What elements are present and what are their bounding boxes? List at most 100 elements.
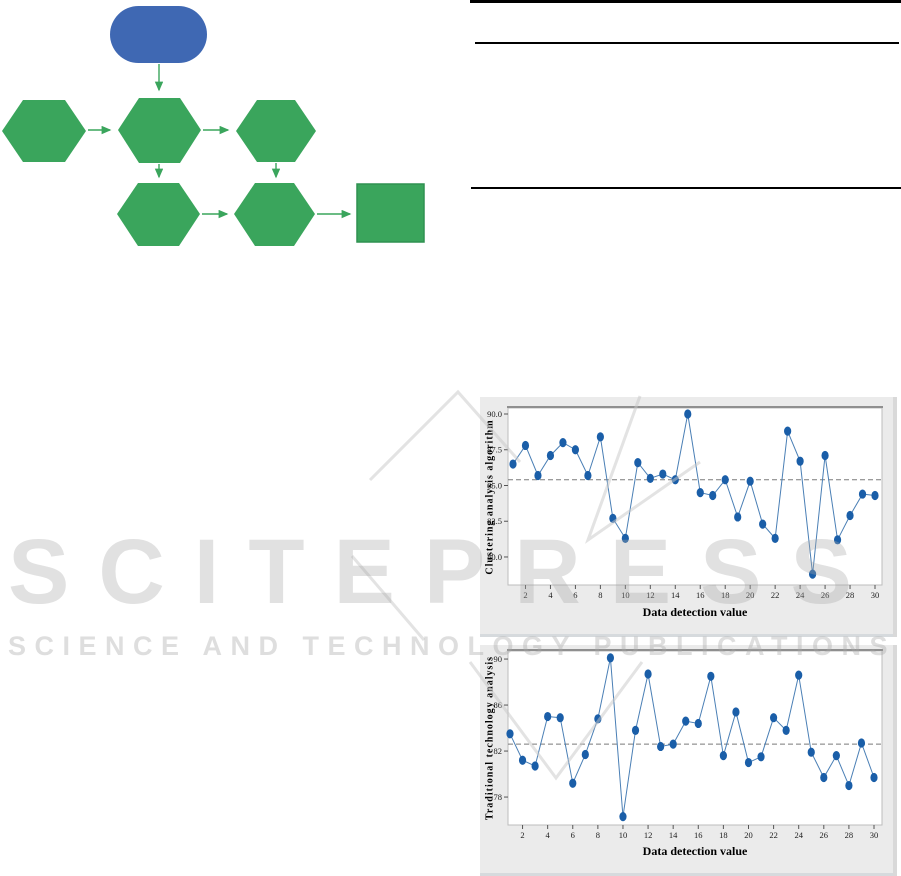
data-point — [808, 569, 817, 579]
data-point — [732, 707, 740, 717]
data-point — [669, 739, 677, 749]
data-point — [870, 772, 878, 783]
data-point — [594, 714, 602, 724]
data-point — [534, 470, 542, 481]
data-point — [807, 747, 815, 757]
data-point — [821, 450, 829, 461]
x-tick-label: 6 — [573, 590, 577, 600]
flowchart-start-node — [110, 6, 207, 63]
table-rule-bottom — [471, 187, 901, 189]
data-point — [518, 755, 527, 765]
y-tick-label: 78 — [494, 792, 503, 802]
flowchart-end-node — [356, 183, 425, 243]
data-point — [771, 533, 779, 543]
x-tick-label: 8 — [598, 590, 602, 600]
data-point — [657, 741, 665, 752]
x-tick-label: 24 — [796, 590, 805, 600]
data-point — [857, 738, 866, 748]
chart1-y-axis-title: Clustering analysis algorithm — [484, 419, 496, 575]
data-point — [606, 653, 615, 663]
flowchart-hexagon-2 — [118, 98, 201, 163]
x-tick-label: 20 — [746, 590, 755, 600]
x-tick-label: 8 — [596, 830, 600, 840]
plot-area — [507, 407, 883, 586]
data-point — [709, 490, 717, 501]
data-point — [759, 519, 767, 529]
x-tick-label: 24 — [794, 830, 803, 840]
data-point — [644, 669, 652, 679]
data-point — [846, 510, 854, 521]
x-tick-label: 18 — [719, 830, 728, 840]
chart1-x-axis-title: Data detection value — [642, 605, 748, 619]
flowchart-hexagon-4 — [117, 183, 200, 246]
table-rule-top — [470, 0, 901, 3]
y-tick-label: 82.5 — [487, 516, 502, 526]
flowchart-hexagon-3 — [236, 100, 316, 162]
data-point — [833, 535, 842, 545]
data-point — [820, 772, 828, 783]
data-point — [531, 761, 539, 771]
chart2-y-axis-title: Traditional technology analysis — [484, 655, 496, 821]
clustering-chart-panel: 90.0 87.5 85.0 82.5 80.0 2 4 6 8 10 12 14 16 18 20 22 24… — [480, 397, 897, 637]
x-tick-label: 16 — [694, 830, 703, 840]
data-point — [871, 490, 879, 501]
y-tick-label: 85.0 — [487, 480, 502, 490]
data-point — [581, 749, 589, 760]
data-point — [671, 475, 679, 485]
data-point — [845, 780, 853, 791]
chart2-x-axis-title: Data detection value — [642, 844, 748, 858]
x-tick-label: 14 — [671, 590, 680, 600]
y-tick-label: 90 — [494, 654, 503, 664]
data-point — [556, 713, 564, 723]
data-point — [694, 718, 702, 729]
x-tick-label: 30 — [870, 830, 879, 840]
x-tick-label: 26 — [821, 590, 830, 600]
data-point — [858, 489, 867, 499]
x-tick-label: 16 — [696, 590, 705, 600]
flowchart-diagram — [2, 6, 425, 246]
data-point — [559, 437, 567, 448]
clustering-chart: 90.087.585.082.580.02 4 6 8 10 12 14 16 18 20 22 24… — [487, 406, 883, 600]
data-point — [546, 450, 555, 461]
x-tick-label: 6 — [571, 830, 575, 840]
x-tick-label: 4 — [546, 830, 551, 840]
traditional-chart-panel: 90 86 82 78 2 4 6 8 10 12 14 16 18 20 22 24 26 28 30 Tradi… — [480, 645, 897, 876]
x-tick-label: 28 — [845, 830, 854, 840]
data-point — [696, 488, 704, 498]
data-point — [684, 409, 692, 419]
data-point — [646, 473, 654, 483]
x-tick-label: 30 — [871, 590, 880, 600]
data-point — [621, 533, 629, 543]
x-tick-label: 10 — [619, 830, 628, 840]
data-point — [744, 757, 753, 768]
y-tick-label: 80.0 — [487, 552, 502, 562]
x-tick-label: 22 — [771, 590, 780, 600]
x-tick-label: 22 — [769, 830, 778, 840]
x-tick-label: 12 — [646, 590, 655, 600]
x-tick-label: 14 — [669, 830, 678, 840]
flowchart-hexagon-5 — [234, 183, 315, 246]
data-point — [721, 475, 729, 485]
flowchart-hexagon-1 — [2, 100, 86, 162]
data-point — [746, 476, 754, 486]
x-tick-label: 20 — [744, 830, 753, 840]
data-point — [719, 751, 727, 761]
data-point — [734, 512, 742, 522]
data-point — [571, 445, 580, 455]
data-point — [569, 778, 577, 788]
data-point — [521, 440, 530, 451]
data-point — [634, 458, 642, 468]
data-point — [769, 713, 778, 723]
x-tick-label: 12 — [644, 830, 653, 840]
table-rule-header — [475, 42, 899, 44]
x-tick-label: 28 — [846, 590, 855, 600]
y-tick-label: 90.0 — [487, 409, 502, 419]
x-tick-label: 4 — [548, 590, 553, 600]
x-tick-label: 26 — [820, 830, 829, 840]
data-point — [782, 725, 790, 735]
data-point — [631, 725, 640, 735]
data-point — [544, 711, 552, 722]
data-point — [795, 670, 803, 680]
